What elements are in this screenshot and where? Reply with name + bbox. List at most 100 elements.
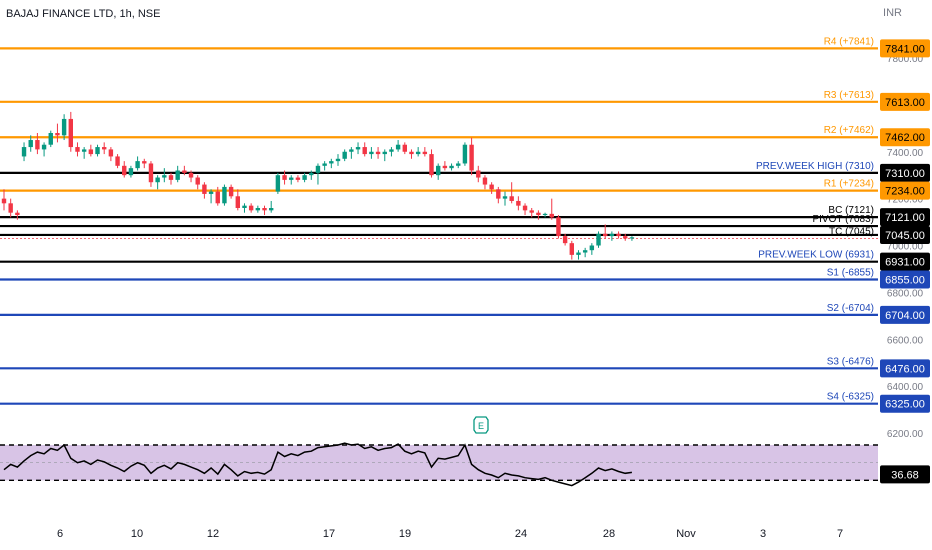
x-tick-label: 6 [57,528,63,540]
x-tick-label: 7 [837,528,843,540]
candle-body [415,151,421,155]
candle-body [175,170,180,180]
candle-body [402,144,407,152]
candle-body [382,151,387,155]
candle-body [389,149,394,152]
candle-body [482,177,488,185]
candle-body [142,161,147,164]
candle-body [522,205,528,211]
candle-body [188,172,194,178]
candle-body [248,205,254,211]
candle-body [589,245,595,251]
candle-body [235,196,240,208]
candle-body [322,163,327,166]
candle-body [623,236,628,239]
rsi-value-text: 36.68 [891,469,919,481]
price-badge-text: 7121.00 [885,212,925,224]
price-badge [880,305,930,324]
level-label: S3 (-6476) [827,356,874,367]
candle-body [496,189,501,199]
candle-body [395,144,401,150]
price-badge [880,252,930,271]
level-label: R4 (+7841) [824,36,874,47]
candle-body [68,118,73,148]
candle-body [242,205,247,208]
price-badge [880,39,930,58]
rsi-pane: 36.68 [0,442,930,487]
price-badge-text: 6704.00 [885,310,925,322]
candlestick-series [1,111,635,260]
candle-body [168,175,174,180]
candle-body [15,212,20,216]
candle-body [449,165,454,169]
candle-body [456,163,461,166]
y-tick-label: 7800.00 [887,54,924,65]
candle-body [529,210,534,213]
price-badge-text: 6855.00 [885,274,925,286]
candle-body [509,196,514,201]
candle-body [1,198,7,204]
chart-title: BAJAJ FINANCE LTD, 1h, NSE [6,8,161,20]
x-tick-label: 3 [760,528,766,540]
candle-body [349,149,354,152]
time-axis: 6 10 12 17 19 24 28 Nov 3 7 [57,528,843,540]
candle-body [582,250,588,253]
price-badge-text: 7045.00 [885,230,925,242]
y-tick-label: 6400.00 [887,382,924,393]
price-badge [880,92,930,111]
pivot-levels: R4 (+7841) R3 (+7613) R2 (+7462) PREV.WEEK … [0,36,878,405]
x-tick-label: 24 [515,528,527,540]
candle-body [562,236,568,244]
y-tick-label: 6600.00 [887,335,924,346]
candle-body [375,151,381,155]
level-label: S4 (-6325) [827,392,874,403]
price-badge-text: 6325.00 [885,399,925,411]
candle-body [309,172,314,176]
price-badge-text: 7613.00 [885,97,925,109]
candle-body [576,252,581,255]
candle-body [549,213,554,218]
y-tick-label: 6200.00 [887,429,924,440]
candle-body [102,147,107,150]
x-tick-label: Nov [676,528,696,540]
candle-body [516,200,521,206]
candle-body [95,147,100,155]
candle-body [115,156,120,166]
level-label: R1 (+7234) [824,179,874,190]
level-label: PREV.WEEK LOW (6931) [758,250,874,261]
price-badge [880,225,930,244]
candle-body [362,147,367,155]
candle-body [41,144,47,150]
candle-body [75,147,80,152]
candle-body [148,163,154,183]
candle-body [429,154,434,176]
y-tick-label: 7200.00 [887,195,924,206]
candle-body [202,184,207,194]
price-badge [880,181,930,200]
candle-body [255,208,261,211]
price-badges: 7841.00 7613.00 7462.00 7310.00 7234.00 7121.… [880,39,930,413]
level-label: S1 (-6855) [827,267,874,278]
candle-body [282,175,287,180]
earnings-marker-label: E [478,421,484,431]
candle-body [195,177,200,185]
price-badge [880,359,930,378]
candle-body [442,165,448,169]
level-label: R2 (+7462) [824,125,874,136]
candle-body [21,147,27,157]
candle-body [542,213,548,216]
earnings-marker[interactable]: E [473,416,489,434]
candle-body [569,243,574,255]
price-badge [880,270,930,289]
candle-body [422,151,428,155]
rsi-value-badge [880,465,930,484]
candle-body [228,186,234,197]
x-tick-label: 17 [323,528,335,540]
candle-body [215,191,220,204]
candle-body [629,237,635,239]
price-badge-text: 7234.00 [885,186,925,198]
candle-body [489,184,494,190]
candle-body [556,217,561,237]
candle-body [436,165,441,176]
